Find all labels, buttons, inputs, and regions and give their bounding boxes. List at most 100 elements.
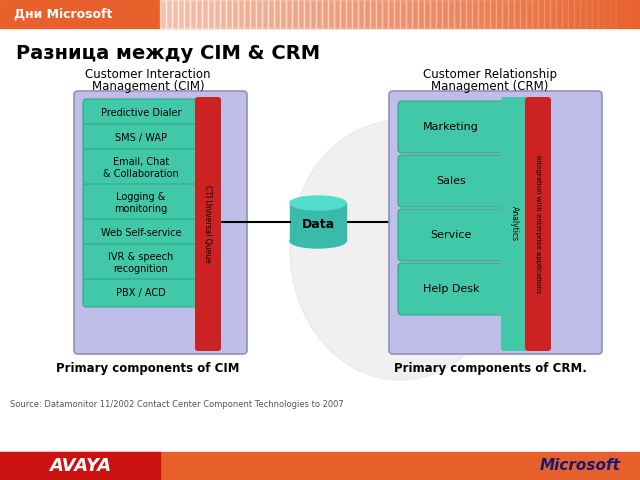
Bar (550, 0, 556, 28)
Text: Help Desk: Help Desk (423, 284, 479, 294)
Bar (340, 0, 346, 28)
Text: Microsoft: Microsoft (540, 458, 620, 473)
Text: Primary components of CIM: Primary components of CIM (56, 362, 240, 375)
Bar (256, 0, 262, 28)
Bar (166, 0, 172, 28)
Bar (244, 0, 250, 28)
Bar (604, 0, 610, 28)
Bar (424, 0, 430, 28)
Bar (598, 0, 604, 28)
Bar (400, 0, 406, 28)
Bar (430, 0, 436, 28)
Text: AVAYA: AVAYA (49, 457, 111, 475)
Bar (484, 0, 490, 28)
Bar (290, 203, 346, 241)
FancyBboxPatch shape (83, 149, 199, 187)
FancyBboxPatch shape (525, 97, 551, 351)
Text: Дни Microsoft: Дни Microsoft (14, 8, 113, 21)
Bar (286, 0, 292, 28)
Text: Разница между CIM & CRM: Разница между CIM & CRM (16, 44, 320, 63)
Bar (280, 0, 286, 28)
Bar (202, 0, 208, 28)
Bar (0, 452, 640, 480)
Text: Customer Interaction: Customer Interaction (85, 68, 211, 81)
Bar (526, 0, 532, 28)
Bar (0, 452, 160, 480)
Bar (172, 0, 178, 28)
Bar (412, 0, 418, 28)
Ellipse shape (290, 196, 346, 210)
Bar (580, 0, 586, 28)
Text: Service: Service (430, 230, 472, 240)
Text: PBX / ACD: PBX / ACD (116, 288, 166, 298)
Bar (304, 0, 310, 28)
Bar (622, 0, 628, 28)
Bar (436, 0, 442, 28)
Bar (574, 0, 580, 28)
Bar (442, 0, 448, 28)
Bar (544, 0, 550, 28)
Bar (586, 0, 592, 28)
Bar (292, 0, 298, 28)
Bar (196, 0, 202, 28)
Bar (610, 0, 616, 28)
Bar (328, 0, 334, 28)
Text: CTI Universal Queue: CTI Universal Queue (204, 185, 212, 263)
Bar (556, 0, 562, 28)
Bar (448, 0, 454, 28)
FancyBboxPatch shape (398, 209, 504, 261)
FancyBboxPatch shape (195, 97, 221, 351)
Text: Predictive Dialer: Predictive Dialer (100, 108, 181, 118)
FancyBboxPatch shape (398, 155, 504, 207)
Text: Source: Datamonitor 11/2002 Contact Center Component Technologies to 2007: Source: Datamonitor 11/2002 Contact Cent… (10, 400, 344, 409)
Text: Marketing: Marketing (423, 122, 479, 132)
Bar (472, 0, 478, 28)
Bar (220, 0, 226, 28)
Bar (466, 0, 472, 28)
Text: Management (CIM): Management (CIM) (92, 80, 204, 93)
Bar (394, 0, 400, 28)
Bar (508, 0, 514, 28)
Bar (358, 0, 364, 28)
Bar (268, 0, 274, 28)
Bar (190, 0, 196, 28)
Bar (352, 0, 358, 28)
Bar (568, 0, 574, 28)
Text: Analytics: Analytics (509, 206, 518, 241)
Bar (562, 0, 568, 28)
Bar (232, 0, 238, 28)
Bar (478, 0, 484, 28)
Bar (226, 0, 232, 28)
Bar (274, 0, 280, 28)
FancyBboxPatch shape (398, 263, 504, 315)
Bar (250, 0, 256, 28)
Text: Primary components of CRM.: Primary components of CRM. (394, 362, 586, 375)
Text: Integration with enterprise applications: Integration with enterprise applications (535, 155, 541, 293)
Bar (460, 0, 466, 28)
Bar (346, 0, 352, 28)
Text: SMS / WAP: SMS / WAP (115, 133, 167, 143)
Ellipse shape (290, 120, 510, 380)
Bar (0, 0, 640, 28)
FancyBboxPatch shape (83, 244, 199, 282)
Bar (160, 0, 166, 28)
Bar (538, 0, 544, 28)
Text: Customer Relationship: Customer Relationship (423, 68, 557, 81)
Text: Management (CRM): Management (CRM) (431, 80, 548, 93)
Bar (502, 0, 508, 28)
FancyBboxPatch shape (389, 91, 602, 354)
Bar (322, 0, 328, 28)
FancyBboxPatch shape (74, 91, 247, 354)
Text: Web Self-service: Web Self-service (100, 228, 181, 238)
Bar (364, 0, 370, 28)
FancyBboxPatch shape (83, 99, 199, 127)
Bar (310, 0, 316, 28)
Bar (496, 0, 502, 28)
FancyBboxPatch shape (398, 101, 504, 153)
Bar (454, 0, 460, 28)
Bar (238, 0, 244, 28)
Text: Email, Chat
& Collaboration: Email, Chat & Collaboration (103, 157, 179, 179)
Bar (406, 0, 412, 28)
Ellipse shape (290, 234, 346, 248)
Bar (334, 0, 340, 28)
